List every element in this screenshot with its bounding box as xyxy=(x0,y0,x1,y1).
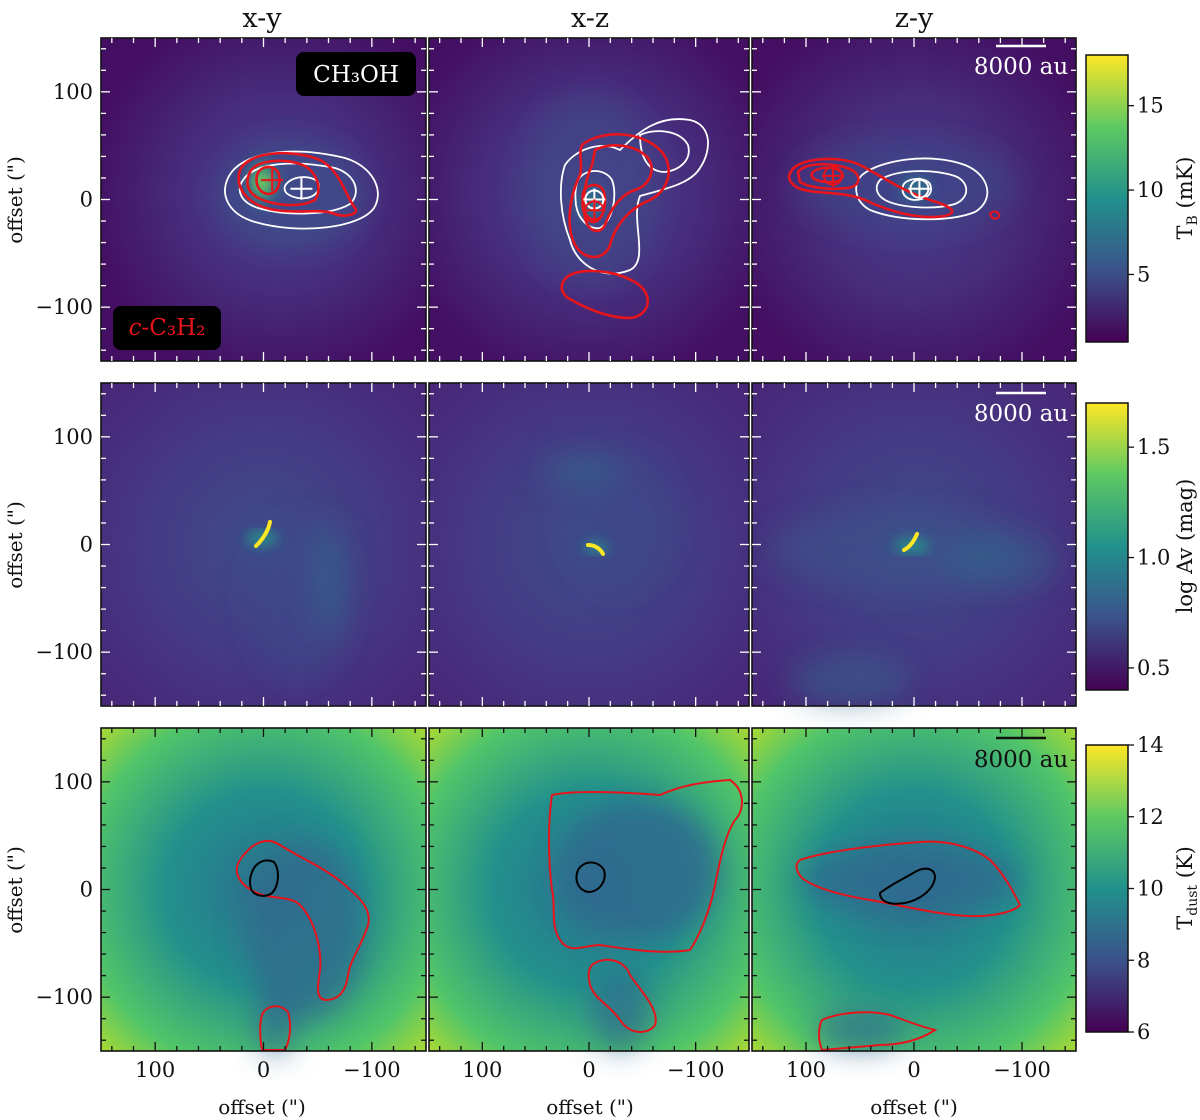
colorbars: TB (mK) log Av (mag) Tdust (K) xyxy=(1085,54,1200,1033)
colorbar-tick-label-tb: 15 xyxy=(1137,94,1164,118)
xtick-label-xz: −100 xyxy=(667,1058,725,1082)
tdust-contour-xy-outer xyxy=(235,840,370,1002)
cc3h2-contour-zy-outer xyxy=(787,157,954,219)
ytick-label-r3: −100 xyxy=(35,985,93,1009)
column-title-z-y: z-y xyxy=(895,3,934,34)
scale-bars: 8000 au 8000 au 8000 au xyxy=(974,44,1068,773)
tdust-contour-zy-lower xyxy=(818,1011,938,1052)
row3-images xyxy=(101,728,1076,1055)
scale-bar-label-r2: 8000 au xyxy=(974,401,1068,427)
ch3oh-contour-xy-inner xyxy=(283,176,320,200)
cc3h2-contour-xz-outer xyxy=(568,133,670,259)
colorbar-tick-label-tdust: 8 xyxy=(1137,948,1150,972)
ytick-label-r2: 0 xyxy=(80,533,93,557)
colorbar-tb xyxy=(1085,54,1129,343)
ch3oh-contour-zy-mid xyxy=(875,170,968,209)
axes-layer: 100 0 −100 100 0 −100 100 0 −100 100 0 −100 100 0 −100… xyxy=(35,37,1077,1082)
colorbar-av xyxy=(1085,402,1129,691)
tdust-contour-xy-inner xyxy=(248,859,279,897)
cc3h2-contour-xy-mid xyxy=(246,159,320,207)
ytick-label-r3: 0 xyxy=(80,878,93,902)
tdust-contour-xz-outer xyxy=(548,778,743,953)
scale-bar-label-r1: 8000 au xyxy=(974,54,1068,80)
ch3oh-contour-xz-top xyxy=(639,130,690,173)
tdust-contour-zy-outer xyxy=(795,840,1022,918)
colorbar-tick-label-tb: 10 xyxy=(1137,178,1164,202)
ch3oh-contour-zy-inner xyxy=(901,178,932,201)
ch3oh-contour-xz-mid xyxy=(574,170,616,230)
column-title-x-y: x-y xyxy=(242,3,282,34)
row3-contours xyxy=(235,778,1022,1052)
cc3h2-contour-zy-small xyxy=(988,210,1001,220)
xtick-label-xy: −100 xyxy=(343,1058,401,1082)
ch3oh-contour-xy-mid xyxy=(238,162,357,215)
colorbar-tick-label-av: 1.0 xyxy=(1137,546,1170,570)
ylabel-row2: offset (") xyxy=(3,501,27,589)
ytick-label-r1: 100 xyxy=(53,80,93,104)
molecule-label-cc3h2-prefix: c xyxy=(129,315,142,341)
column-title-x-z: x-z xyxy=(571,3,609,34)
cc3h2-contour-xz-lower xyxy=(560,269,650,320)
ylabel-row1: offset (") xyxy=(3,156,27,244)
colorbar-label-tdust: Tdust (K) xyxy=(1173,846,1200,930)
molecule-label-ch3oh-text: CH₃OH xyxy=(313,62,399,88)
colorbar-tick-label-av: 0.5 xyxy=(1137,656,1170,680)
colorbar-tick-label-tdust: 12 xyxy=(1137,805,1164,829)
tdust-contour-xz-inner xyxy=(575,861,606,894)
colorbar-tick-label-tdust: 6 xyxy=(1137,1020,1150,1044)
colorbar-label-tb: TB (mK) xyxy=(1173,157,1200,240)
colorbar-ticks: 5 10 15 0.5 1.0 1.5 6 8 10 12 14 xyxy=(1128,94,1170,1044)
cc3h2-contour-xy-inner xyxy=(255,165,281,196)
row2-images xyxy=(101,383,1076,706)
ytick-label-r2: −100 xyxy=(35,640,93,664)
molecule-label-cc3h2: c-C₃H₂ xyxy=(113,306,221,350)
xlabel-xz: offset (") xyxy=(546,1095,634,1119)
ytick-label-r2: 100 xyxy=(53,425,93,449)
xlabel-zy: offset (") xyxy=(870,1095,958,1119)
xtick-label-zy: 100 xyxy=(786,1058,826,1082)
colorbar-tick-label-tdust: 10 xyxy=(1137,877,1164,901)
tdust-contour-xz-lower xyxy=(587,958,657,1033)
molecule-label-cc3h2-rest: -C₃H₂ xyxy=(142,315,206,341)
molecule-label-cc3h2-text: c-C₃H₂ xyxy=(129,315,206,341)
ytick-label-r1: 0 xyxy=(80,188,93,212)
cc3h2-contour-zy-inner xyxy=(810,166,844,184)
xtick-label-xy: 100 xyxy=(135,1058,175,1082)
ylabel-row3: offset (") xyxy=(3,846,27,934)
molecule-label-ch3oh: CH₃OH xyxy=(296,52,416,96)
colorbar-tick-label-tb: 5 xyxy=(1137,262,1150,286)
xtick-label-zy: 0 xyxy=(907,1058,920,1082)
scale-bar-label-r3: 8000 au xyxy=(974,747,1068,773)
ch3oh-contour-xz-outer xyxy=(560,118,709,275)
xtick-label-xz: 100 xyxy=(462,1058,502,1082)
xtick-label-zy: −100 xyxy=(993,1058,1051,1082)
ytick-label-r3: 100 xyxy=(53,770,93,794)
ch3oh-contour-zy-outer xyxy=(855,157,989,221)
colorbar-tick-label-tdust: 14 xyxy=(1137,733,1164,757)
xtick-label-xy: 0 xyxy=(257,1058,270,1082)
xtick-label-xz: 0 xyxy=(582,1058,595,1082)
xlabel-xy: offset (") xyxy=(218,1095,306,1119)
tdust-contour-xy-lower xyxy=(259,1005,292,1051)
row1-peak-markers xyxy=(261,164,931,222)
colorbar-tick-label-av: 1.5 xyxy=(1137,435,1170,459)
colorbar-label-av: log Av (mag) xyxy=(1173,479,1197,614)
colorbar-tdust xyxy=(1085,744,1129,1033)
ytick-label-r1: −100 xyxy=(35,295,93,319)
cc3h2-contour-zy-mid xyxy=(796,162,860,191)
cc3h2-contour-xy-outer xyxy=(237,151,358,217)
tdust-contour-zy-inner xyxy=(878,867,937,905)
